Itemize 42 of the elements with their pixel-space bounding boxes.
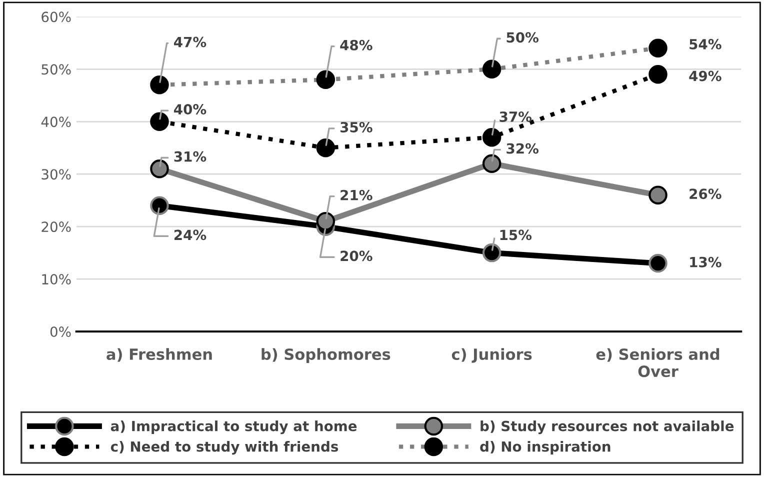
data-label: 15%: [500, 230, 532, 240]
data-label: 35%: [340, 122, 372, 132]
legend-label: b) Study resources not available: [480, 420, 734, 434]
data-label: 40%: [174, 104, 206, 115]
y-tick-label: 30%: [42, 169, 71, 180]
y-tick-label: 60%: [42, 12, 71, 22]
legend-label: a) Impractical to study at home: [110, 420, 357, 434]
data-label: 49%: [689, 70, 722, 82]
data-label: 50%: [506, 32, 539, 43]
point: [316, 138, 336, 158]
point: [482, 154, 502, 173]
data-label: 31%: [174, 151, 206, 162]
point: [150, 196, 169, 215]
x-tick-label: e) Seniors and Over: [596, 348, 720, 378]
point: [316, 212, 336, 231]
data-label: 47%: [174, 36, 206, 48]
data-label: 48%: [340, 40, 372, 50]
point: [648, 186, 668, 204]
data-label: 20%: [340, 250, 372, 262]
point: [648, 254, 668, 273]
point: [150, 112, 169, 132]
y-tick-label: 50%: [42, 64, 71, 75]
x-tick-label: b) Sophomores: [262, 348, 390, 363]
data-label: 26%: [690, 188, 722, 200]
point: [648, 65, 668, 84]
y-tick-label: 0%: [50, 326, 71, 337]
data-label: 37%: [500, 111, 532, 122]
legend-label: c) Need to study with friends: [110, 441, 338, 455]
data-label: 54%: [690, 38, 722, 50]
point: [150, 159, 169, 178]
x-tick-label: a) Freshmen: [106, 348, 212, 362]
point: [482, 243, 502, 262]
point: [482, 128, 502, 147]
y-tick-label: 20%: [42, 222, 71, 232]
y-tick-label: 40%: [41, 116, 71, 128]
x-tick-label: c) Juniors: [452, 348, 532, 363]
data-label: 21%: [340, 190, 372, 200]
data-label: 13%: [690, 256, 722, 268]
legend-label: d) No inspiration: [480, 441, 610, 454]
y-tick-label: 10%: [42, 274, 71, 285]
data-label: 32%: [506, 143, 539, 154]
data-label: 24%: [174, 230, 206, 240]
